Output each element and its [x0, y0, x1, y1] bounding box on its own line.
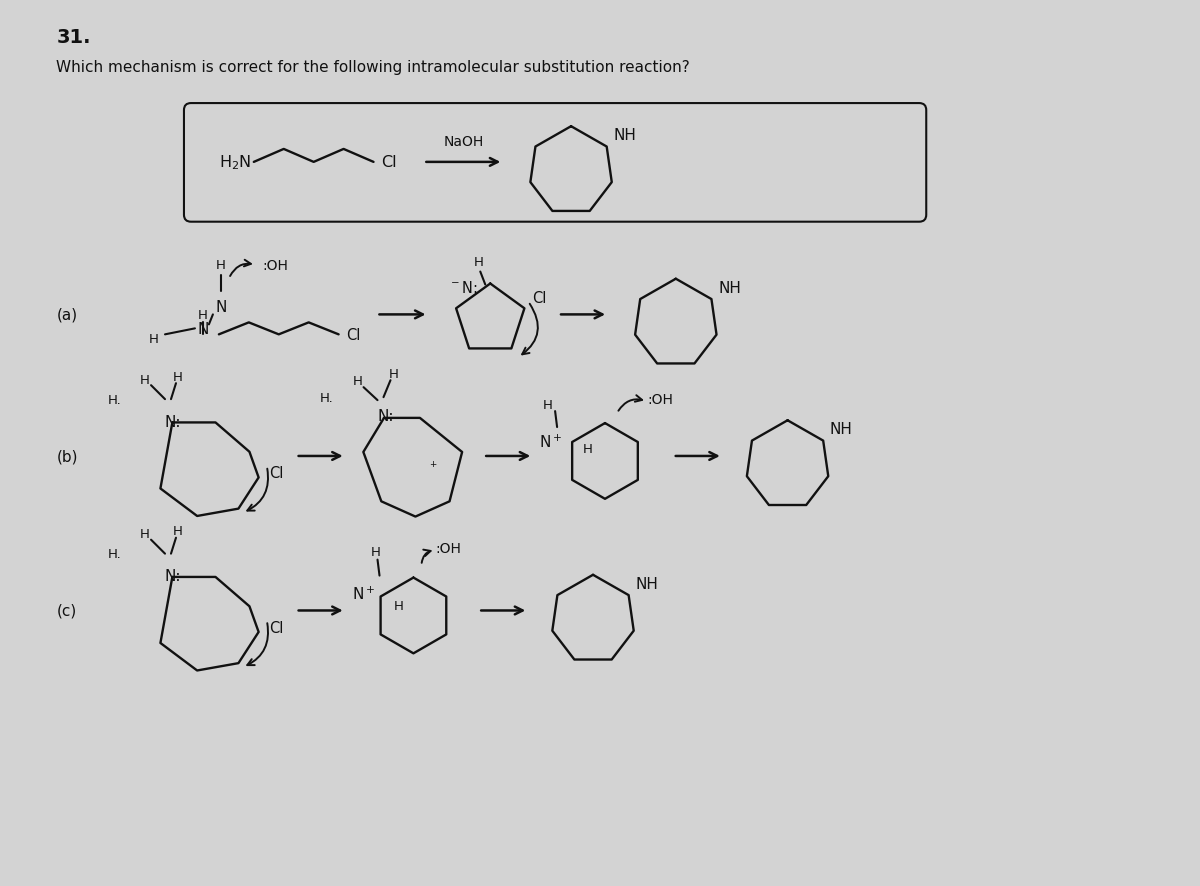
Text: Which mechanism is correct for the following intramolecular substitution reactio: Which mechanism is correct for the follo… [56, 60, 690, 75]
Text: 31.: 31. [56, 28, 91, 47]
Text: :OH: :OH [436, 541, 461, 555]
Text: Cl: Cl [382, 155, 397, 170]
Text: H: H [140, 528, 150, 540]
Text: NH: NH [613, 128, 636, 143]
Text: H$_2$N: H$_2$N [218, 153, 251, 172]
Text: N:: N: [164, 569, 181, 583]
Text: NH: NH [636, 576, 659, 591]
FancyBboxPatch shape [184, 104, 926, 222]
Text: Cl: Cl [269, 466, 283, 481]
Text: NH: NH [719, 280, 742, 295]
Text: H: H [173, 370, 182, 384]
Text: H: H [371, 546, 380, 558]
Text: H: H [353, 374, 362, 387]
Text: H.: H. [107, 393, 121, 406]
Text: (b): (b) [56, 449, 78, 464]
Text: H: H [544, 398, 553, 411]
Text: H: H [394, 599, 403, 612]
Text: N: N [197, 322, 209, 337]
Text: H: H [389, 368, 398, 380]
Text: :OH: :OH [263, 258, 289, 272]
Text: H.: H. [107, 548, 121, 561]
Text: H: H [216, 259, 226, 272]
Text: N$^+$: N$^+$ [540, 433, 563, 450]
Text: H.: H. [320, 392, 334, 404]
Text: (c): (c) [56, 603, 77, 618]
Text: :OH: :OH [647, 392, 673, 407]
Text: H: H [583, 443, 593, 456]
Text: H: H [173, 525, 182, 538]
Text: Cl: Cl [532, 291, 546, 306]
Text: Cl: Cl [269, 620, 283, 635]
Text: H: H [473, 256, 484, 268]
Text: H: H [149, 332, 160, 346]
Text: $^+$: $^+$ [428, 460, 438, 473]
Text: H: H [140, 373, 150, 386]
Text: NH: NH [830, 422, 853, 437]
Text: NaOH: NaOH [443, 135, 484, 149]
Text: Cl: Cl [347, 328, 361, 343]
Text: N$^+$: N$^+$ [352, 586, 376, 602]
Text: N:: N: [164, 414, 181, 429]
Text: N:: N: [377, 408, 394, 424]
Text: N: N [215, 299, 227, 315]
Text: $^-$N:: $^-$N: [448, 280, 478, 296]
Text: (a): (a) [56, 307, 77, 323]
Text: H: H [198, 308, 208, 322]
